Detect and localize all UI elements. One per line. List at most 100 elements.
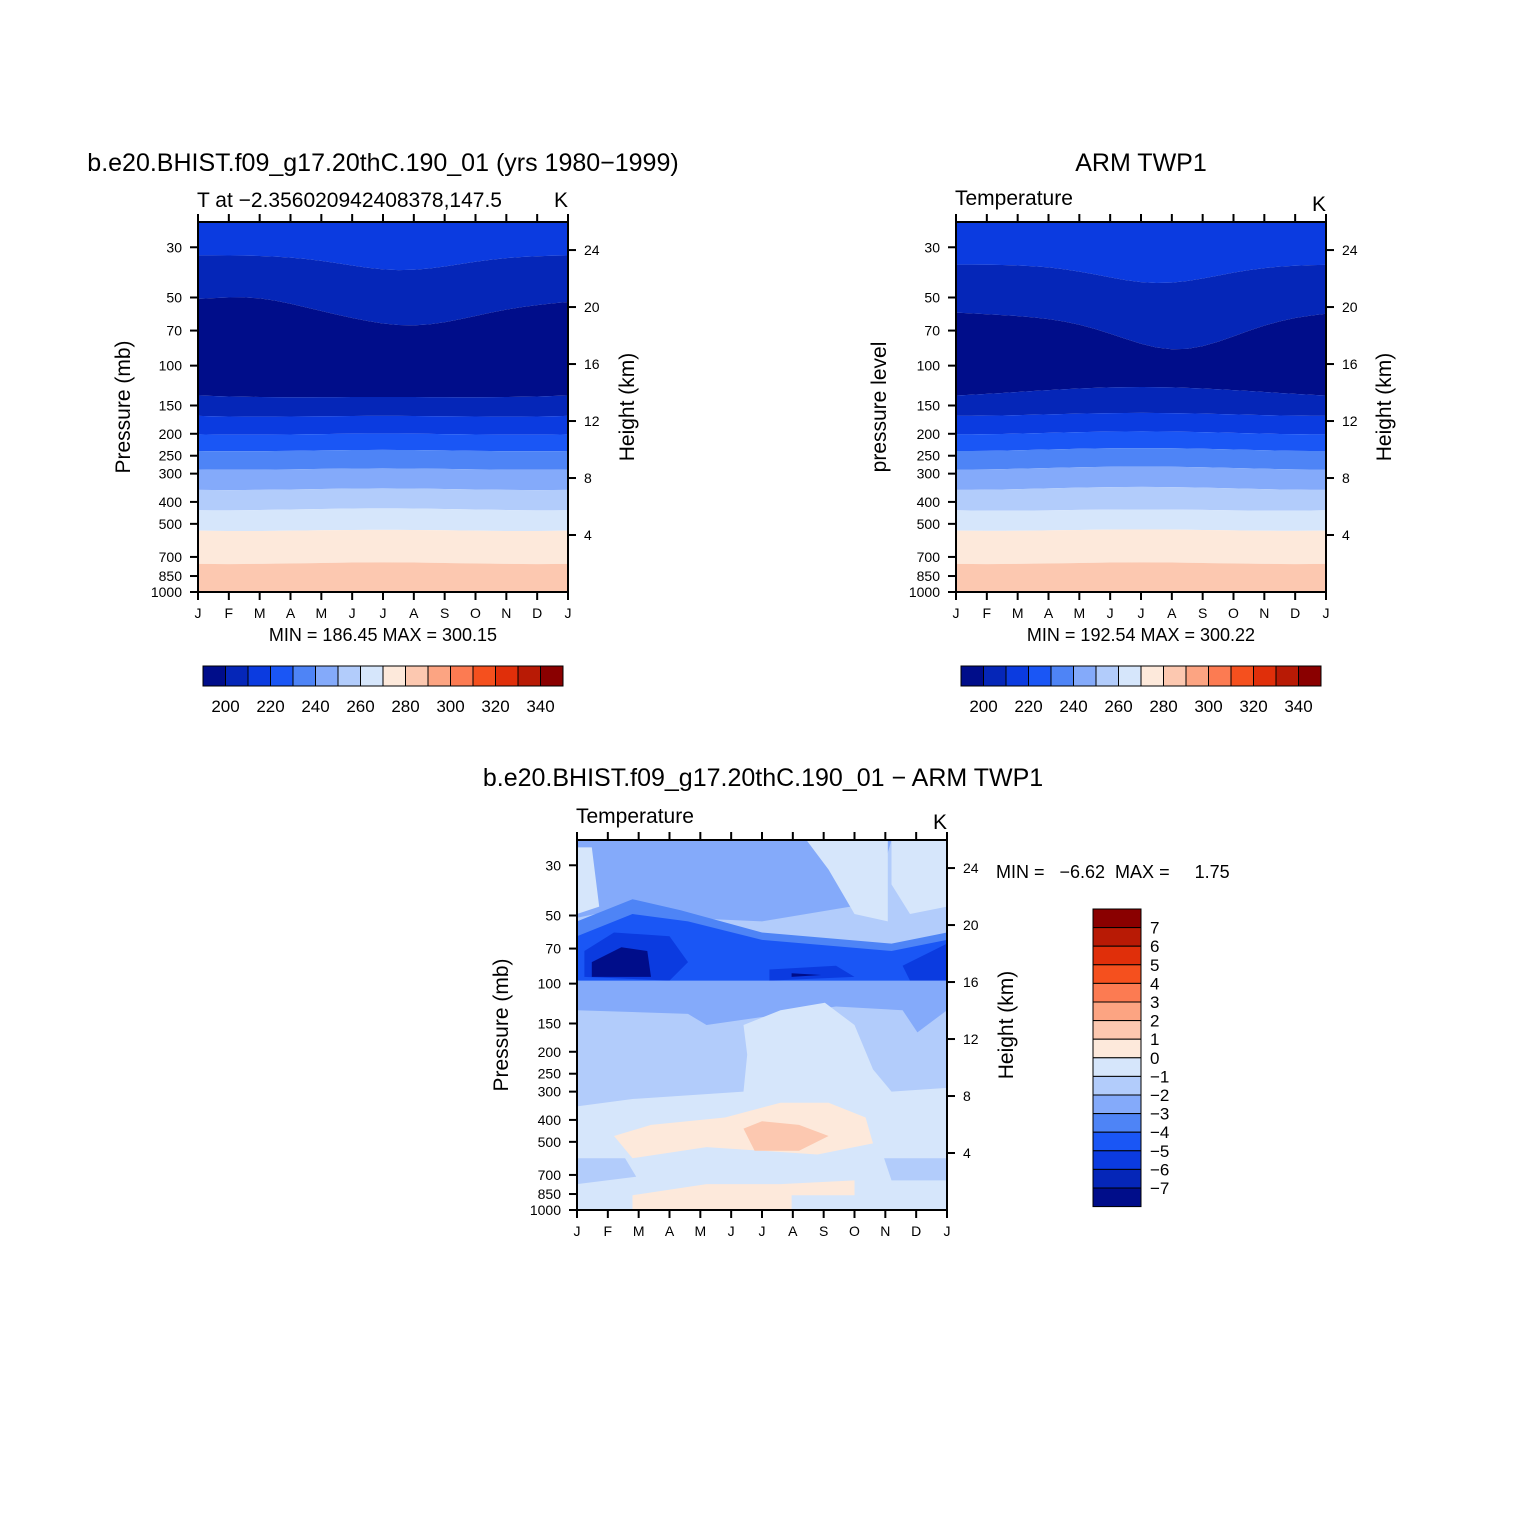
y-tick-label: 850 xyxy=(538,1186,562,1202)
y-tick-label: 70 xyxy=(166,323,182,339)
colorbar-cell xyxy=(1092,1075,1142,1096)
height-tick-label: 4 xyxy=(584,527,592,543)
min-max-label: MIN = −6.62 MAX = 1.75 xyxy=(996,862,1230,882)
x-tick-label: J xyxy=(349,605,356,621)
colorbar-cell xyxy=(1028,665,1052,687)
colorbar-label: 340 xyxy=(526,697,554,716)
contour-band xyxy=(577,1002,947,1210)
colorbar-cell xyxy=(1092,1131,1142,1152)
y-tick-label: 500 xyxy=(159,516,183,532)
x-tick-label: O xyxy=(849,1223,860,1239)
contour-band xyxy=(198,433,568,452)
height-tick-label: 12 xyxy=(963,1031,979,1047)
colorbar-cell xyxy=(1092,1038,1142,1059)
colorbar-cell xyxy=(337,665,361,687)
colorbar-cell xyxy=(1140,665,1164,687)
colorbar-cell xyxy=(1050,665,1074,687)
height-tick-label: 12 xyxy=(1342,413,1358,429)
colorbar-cell xyxy=(495,665,519,687)
colorbar-cell xyxy=(427,665,451,687)
colorbar-label: 6 xyxy=(1150,937,1159,956)
contour-band xyxy=(769,965,855,981)
contour-band xyxy=(198,415,568,435)
contour-band xyxy=(902,943,947,981)
colorbar-cell xyxy=(382,665,406,687)
x-tick-label: A xyxy=(665,1223,675,1239)
contour-band xyxy=(956,529,1326,565)
colorbar-cell xyxy=(1092,1020,1142,1040)
y-tick-label: 150 xyxy=(538,1015,562,1031)
x-tick-label: F xyxy=(983,605,992,621)
contour-plot: J F M A M J J A S O N D J 30 50 70 100 150 200 250 300 400 500… xyxy=(151,214,600,621)
colorbar-label: 220 xyxy=(1014,697,1042,716)
y-axis-label-left: Pressure (mb) xyxy=(490,958,513,1091)
contour-plot: J F M A M J J A S O N D J 30 50 70 100 150 200 250 300 400 500… xyxy=(530,832,979,1239)
colorbar-label: −6 xyxy=(1150,1160,1169,1179)
y-tick-label: 850 xyxy=(159,568,183,584)
colorbar-label: 280 xyxy=(391,697,419,716)
panel-title: b.e20.BHIST.f09_g17.20thC.190_01 − ARM T… xyxy=(483,764,1043,792)
x-tick-label: J xyxy=(1323,605,1330,621)
colorbar-label: −3 xyxy=(1150,1105,1169,1124)
y-tick-label: 500 xyxy=(538,1134,562,1150)
contour-band xyxy=(632,1180,855,1210)
panel-subtitle: T at −2.356020942408378,147.5 xyxy=(197,189,502,212)
contour-band xyxy=(956,312,1326,396)
panel-units: K xyxy=(1312,193,1326,216)
y-tick-label: 700 xyxy=(917,549,941,565)
colorbar-label: 1 xyxy=(1150,1030,1159,1049)
colorbar-cell xyxy=(292,665,316,687)
colorbar-cell xyxy=(1092,982,1142,1003)
colorbar-cell xyxy=(1163,665,1187,687)
panel-subtitle: Temperature xyxy=(576,805,694,828)
colorbar-label: 240 xyxy=(1059,697,1087,716)
y-tick-label: 300 xyxy=(159,466,183,482)
y-tick-label: 300 xyxy=(538,1084,562,1100)
y-tick-label: 150 xyxy=(159,397,183,413)
x-tick-label: M xyxy=(694,1223,706,1239)
contour-band xyxy=(956,412,1326,435)
colorbar-cell xyxy=(1118,665,1142,687)
colorbar-cell xyxy=(1092,1001,1142,1022)
colorbar-label: 5 xyxy=(1150,956,1159,975)
contour-band xyxy=(577,980,947,1033)
colorbar-label: −5 xyxy=(1150,1142,1169,1161)
x-tick-label: J xyxy=(380,605,387,621)
contour-band xyxy=(198,508,568,531)
colorbar-cell xyxy=(1298,665,1322,687)
y-tick-label: 30 xyxy=(924,239,940,255)
panel-obs: ARM TWP1 Temperature K J F M A M J J A S O N D J 30 50… xyxy=(868,149,1396,716)
colorbar-label: −4 xyxy=(1150,1123,1169,1142)
colorbar-cell xyxy=(1092,927,1142,947)
colorbar-label: 320 xyxy=(1239,697,1267,716)
x-tick-label: M xyxy=(254,605,266,621)
colorbar-cell xyxy=(1095,665,1119,687)
x-tick-label: A xyxy=(409,605,419,621)
contour-band xyxy=(743,1121,829,1151)
contour-band xyxy=(956,486,1326,511)
colorbar-cell xyxy=(1275,665,1299,687)
contour-band xyxy=(956,222,1326,284)
colorbar-cell xyxy=(360,665,384,687)
colorbar-cell xyxy=(1092,1057,1142,1077)
colorbar-cell xyxy=(405,665,429,687)
x-tick-label: S xyxy=(440,605,449,621)
y-tick-label: 700 xyxy=(159,549,183,565)
colorbar-label: 240 xyxy=(301,697,329,716)
x-tick-label: J xyxy=(565,605,572,621)
height-tick-label: 16 xyxy=(1342,356,1358,372)
y-tick-label: 70 xyxy=(545,941,561,957)
height-tick-label: 8 xyxy=(963,1088,971,1104)
colorbar-label: −7 xyxy=(1150,1179,1169,1198)
height-tick-label: 24 xyxy=(584,242,600,258)
contour-band xyxy=(884,1158,947,1181)
y-tick-label: 200 xyxy=(917,426,941,442)
y-tick-label: 200 xyxy=(159,426,183,442)
contour-band xyxy=(198,255,568,326)
contour-band xyxy=(198,297,568,398)
x-tick-label: J xyxy=(728,1223,735,1239)
colorbar-cell xyxy=(1092,1113,1142,1133)
colorbar: 200 220 240 260 280 300 320 340 xyxy=(960,665,1322,716)
panel-title: b.e20.BHIST.f09_g17.20thC.190_01 (yrs 19… xyxy=(87,149,678,177)
y-tick-label: 100 xyxy=(159,358,183,374)
